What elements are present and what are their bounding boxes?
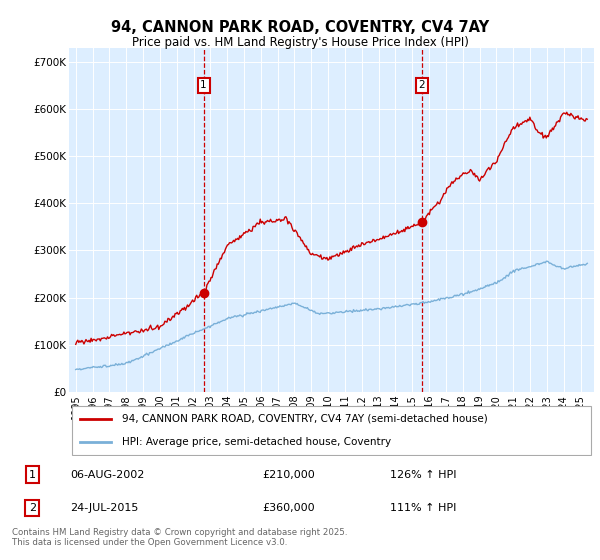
- Text: 24-JUL-2015: 24-JUL-2015: [70, 503, 139, 513]
- Text: 06-AUG-2002: 06-AUG-2002: [70, 470, 145, 480]
- Text: 2: 2: [29, 503, 36, 513]
- Text: 2: 2: [418, 80, 425, 90]
- Text: 1: 1: [29, 470, 36, 480]
- Text: Price paid vs. HM Land Registry's House Price Index (HPI): Price paid vs. HM Land Registry's House …: [131, 36, 469, 49]
- FancyBboxPatch shape: [71, 407, 592, 455]
- Text: 111% ↑ HPI: 111% ↑ HPI: [391, 503, 457, 513]
- Text: £360,000: £360,000: [262, 503, 315, 513]
- Text: 1: 1: [200, 80, 207, 90]
- Text: HPI: Average price, semi-detached house, Coventry: HPI: Average price, semi-detached house,…: [121, 437, 391, 447]
- Text: 94, CANNON PARK ROAD, COVENTRY, CV4 7AY (semi-detached house): 94, CANNON PARK ROAD, COVENTRY, CV4 7AY …: [121, 414, 487, 424]
- Text: Contains HM Land Registry data © Crown copyright and database right 2025.
This d: Contains HM Land Registry data © Crown c…: [12, 528, 347, 547]
- Text: 94, CANNON PARK ROAD, COVENTRY, CV4 7AY: 94, CANNON PARK ROAD, COVENTRY, CV4 7AY: [111, 20, 489, 35]
- Text: £210,000: £210,000: [262, 470, 315, 480]
- Text: 126% ↑ HPI: 126% ↑ HPI: [391, 470, 457, 480]
